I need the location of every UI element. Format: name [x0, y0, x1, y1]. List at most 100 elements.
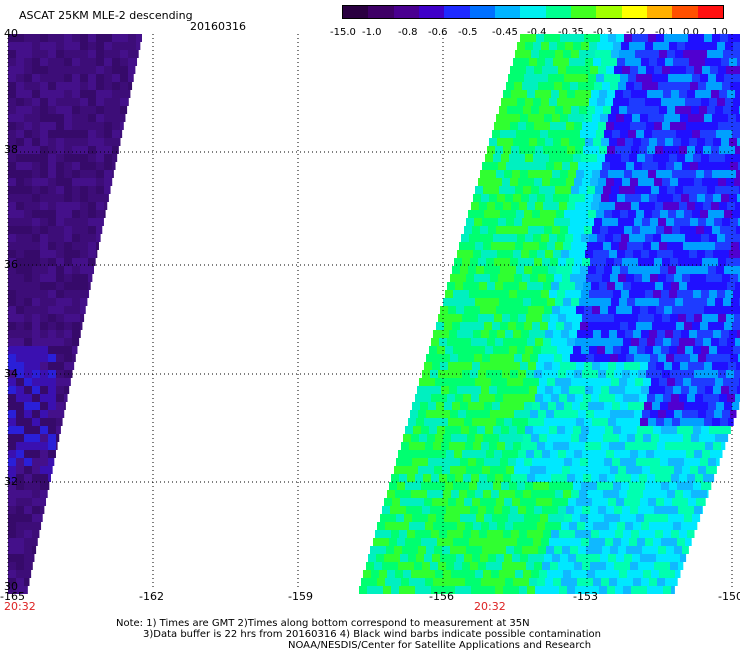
swath-pixel — [395, 570, 403, 578]
swath-pixel — [571, 298, 579, 306]
swath-pixel — [563, 106, 571, 114]
swath-pixel — [72, 74, 80, 82]
swath-pixel — [624, 226, 632, 234]
swath-pixel — [621, 42, 629, 50]
swath-pixel — [710, 314, 718, 322]
swath-pixel — [501, 290, 509, 298]
swath-pixel — [689, 522, 697, 530]
swath-pixel — [558, 178, 566, 186]
swath-pixel — [626, 410, 634, 418]
swath-pixel — [664, 362, 672, 370]
swath-pixel — [553, 578, 561, 586]
swath-pixel — [388, 514, 396, 522]
swath-pixel — [421, 538, 429, 546]
swath-pixel — [384, 498, 392, 506]
swath-pixel — [575, 282, 583, 290]
swath-pixel — [532, 514, 540, 522]
swath-pixel — [476, 266, 484, 274]
swath-pixel — [380, 514, 388, 522]
swath-pixel — [8, 466, 16, 474]
swath-pixel — [628, 458, 636, 466]
swath-pixel — [662, 506, 670, 514]
swath-pixel — [647, 394, 655, 402]
swath-pixel — [620, 210, 628, 218]
swath-pixel — [557, 482, 565, 490]
swath-pixel — [542, 66, 550, 74]
swath-pixel — [448, 498, 456, 506]
swath-pixel — [706, 162, 714, 170]
swath-pixel — [677, 42, 685, 50]
swath-pixel — [483, 186, 491, 194]
swath-pixel — [565, 426, 573, 434]
swath-pixel — [614, 122, 622, 130]
swath-pixel — [56, 274, 64, 282]
swath-pixel — [398, 506, 406, 514]
swath-pixel — [639, 282, 647, 290]
swath-pixel — [579, 570, 587, 578]
swath-pixel — [659, 186, 667, 194]
swath-pixel — [24, 98, 32, 106]
swath-pixel — [623, 586, 631, 594]
swath-pixel — [633, 194, 641, 202]
swath-pixel — [568, 306, 576, 314]
swath-pixel — [605, 154, 613, 162]
swath-pixel — [412, 402, 420, 410]
swath-pixel — [661, 290, 669, 298]
swath-pixel — [48, 170, 56, 178]
swath-pixel — [620, 266, 628, 274]
swath-pixel — [553, 250, 561, 258]
swath-pixel — [409, 578, 417, 586]
swath-pixel — [120, 50, 128, 58]
swath-pixel — [577, 522, 585, 530]
swath-pixel — [733, 290, 740, 298]
swath-pixel — [16, 290, 24, 298]
swath-pixel — [443, 434, 451, 442]
swath-pixel — [506, 274, 514, 282]
swath-pixel — [664, 34, 672, 42]
swath-pixel — [611, 106, 619, 114]
swath-pixel — [408, 418, 416, 426]
swath-pixel — [56, 98, 64, 106]
swath-pixel — [522, 410, 530, 418]
swath-pixel — [568, 362, 576, 370]
swath-pixel — [531, 490, 539, 498]
swath-pixel — [48, 386, 56, 394]
swath-pixel — [684, 130, 692, 138]
swath-pixel — [665, 250, 673, 258]
swath-pixel — [516, 402, 524, 410]
swath-pixel — [537, 386, 545, 394]
swath-pixel — [588, 402, 596, 410]
swath-pixel — [685, 42, 693, 50]
swath-pixel — [720, 170, 728, 178]
swath-pixel — [88, 74, 96, 82]
swath-pixel — [537, 330, 545, 338]
swath-pixel — [64, 122, 72, 130]
swath-pixel — [717, 154, 725, 162]
swath-pixel — [620, 402, 628, 410]
swath-pixel — [588, 74, 596, 82]
swath-pixel — [562, 546, 570, 554]
swath-pixel — [498, 274, 506, 282]
swath-pixel — [534, 314, 542, 322]
swath-pixel — [40, 170, 48, 178]
swath-pixel — [424, 554, 432, 562]
swath-pixel — [648, 554, 656, 562]
swath-pixel — [713, 138, 721, 146]
swath-pixel — [533, 538, 541, 546]
swath-pixel — [709, 42, 717, 50]
swath-pixel — [552, 418, 560, 426]
swath-pixel — [584, 362, 592, 370]
swath-pixel — [466, 546, 474, 554]
swath-pixel — [40, 226, 48, 234]
swath-pixel — [694, 314, 702, 322]
swath-pixel — [574, 506, 582, 514]
swath-pixel — [665, 522, 673, 530]
swath-pixel — [8, 506, 16, 514]
swath-pixel — [695, 338, 703, 346]
swath-pixel — [667, 242, 675, 250]
swath-pixel — [697, 386, 705, 394]
swath-pixel — [644, 266, 652, 274]
swath-pixel — [694, 122, 702, 130]
swath-pixel — [477, 290, 485, 298]
swath-pixel — [638, 314, 646, 322]
